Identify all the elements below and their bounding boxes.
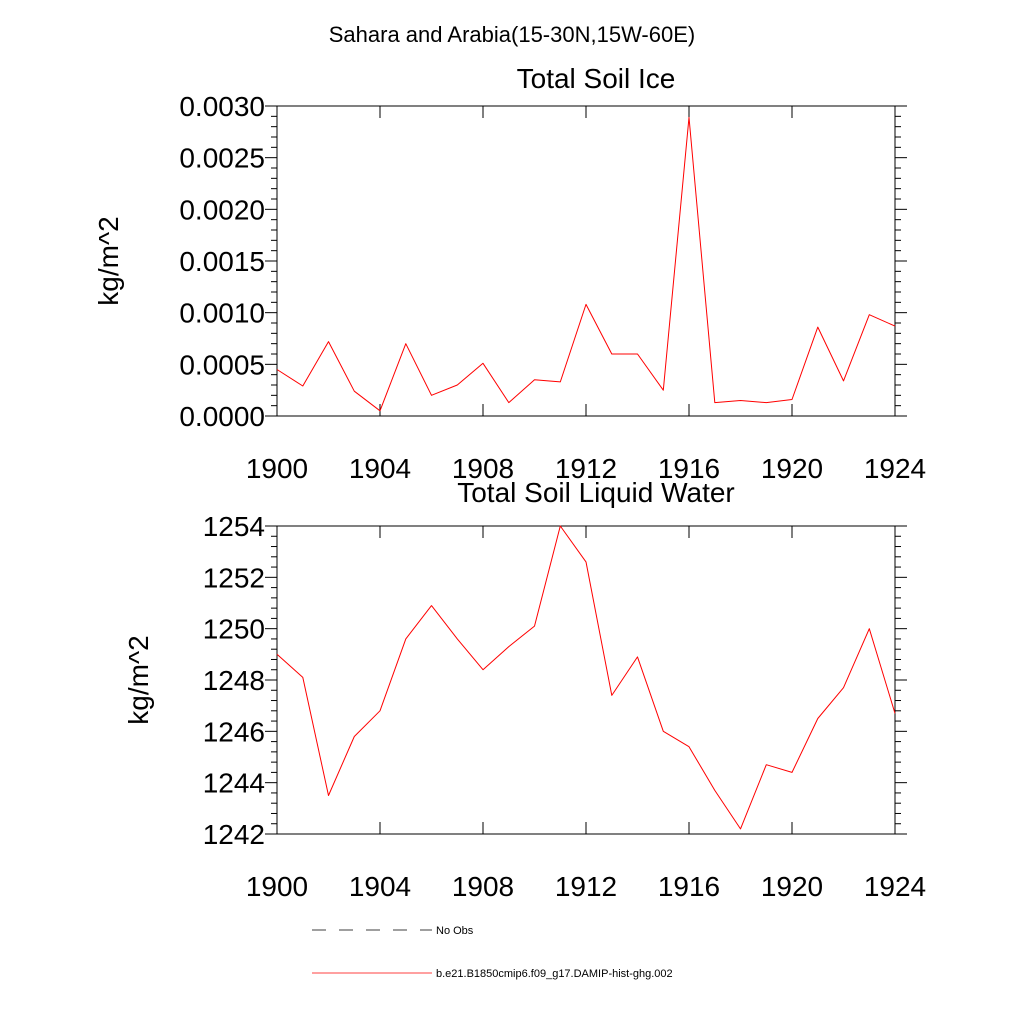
panel-liquid-ylabel: kg/m^2 <box>123 635 154 724</box>
figure-title: Sahara and Arabia(15-30N,15W-60E) <box>329 22 695 47</box>
panel-liquid-xtick-label: 1924 <box>864 871 926 902</box>
panel-liquid-ytick-label: 1252 <box>203 562 265 593</box>
panel-liquid-ytick-label: 1244 <box>203 768 265 799</box>
panel-ice-xtick-label: 1908 <box>452 453 514 484</box>
panel-liquid-series-line <box>276 525 896 830</box>
panel-ice-ytick-label: 0.0030 <box>179 91 265 122</box>
panel-liquid-ytick-label: 1250 <box>203 614 265 645</box>
panel-ice-ytick-label: 0.0005 <box>179 349 265 380</box>
panel-liquid-xtick-label: 1904 <box>349 871 411 902</box>
panel-ice-ytick-label: 0.0000 <box>179 401 265 432</box>
panel-ice-xtick-label: 1900 <box>246 453 308 484</box>
panel-ice-title: Total Soil Ice <box>517 63 676 94</box>
panel-liquid-plot-frame <box>276 525 896 835</box>
legend-label-model: b.e21.B1850cmip6.f09_g17.DAMIP-hist-ghg.… <box>436 968 673 980</box>
panel-ice-xtick-label: 1924 <box>864 453 926 484</box>
panel-ice-ytick-label: 0.0015 <box>179 246 265 277</box>
panel-ice-xtick-label: 1916 <box>658 453 720 484</box>
panel-ice-ylabel: kg/m^2 <box>93 216 124 305</box>
chart-panel-total-soil-ice: Total Soil Ice kg/m^2 1900 1904 1908 1912 1916… <box>93 63 926 484</box>
panel-liquid-xtick-label: 1916 <box>658 871 720 902</box>
panel-liquid-title: Total Soil Liquid Water <box>457 477 735 508</box>
panel-ice-ytick-label: 0.0010 <box>179 298 265 329</box>
panel-liquid-xtick-label: 1900 <box>246 871 308 902</box>
panel-liquid-ytick-label: 1254 <box>203 511 265 542</box>
panel-liquid-xtick-label: 1920 <box>761 871 823 902</box>
legend-label-no-obs: No Obs <box>436 925 474 937</box>
panel-liquid-ytick-label: 1248 <box>203 665 265 696</box>
panel-liquid-xtick-label: 1912 <box>555 871 617 902</box>
chart-panel-total-soil-liquid-water: Total Soil Liquid Water kg/m^2 1900 1904 190… <box>123 477 926 902</box>
panel-ice-ytick-label: 0.0025 <box>179 143 265 174</box>
panel-ice-ytick-label: 0.0020 <box>179 194 265 225</box>
panel-liquid-ytick-label: 1242 <box>203 819 265 850</box>
panel-ice-xtick-label: 1920 <box>761 453 823 484</box>
panel-ice-xtick-label: 1904 <box>349 453 411 484</box>
chart-legend: No Obs b.e21.B1850cmip6.f09_g17.DAMIP-hi… <box>312 925 673 980</box>
panel-ice-series-line <box>276 116 896 412</box>
panel-liquid-ytick-label: 1246 <box>203 716 265 747</box>
panel-ice-xtick-label: 1912 <box>555 453 617 484</box>
panel-liquid-xtick-label: 1908 <box>452 871 514 902</box>
